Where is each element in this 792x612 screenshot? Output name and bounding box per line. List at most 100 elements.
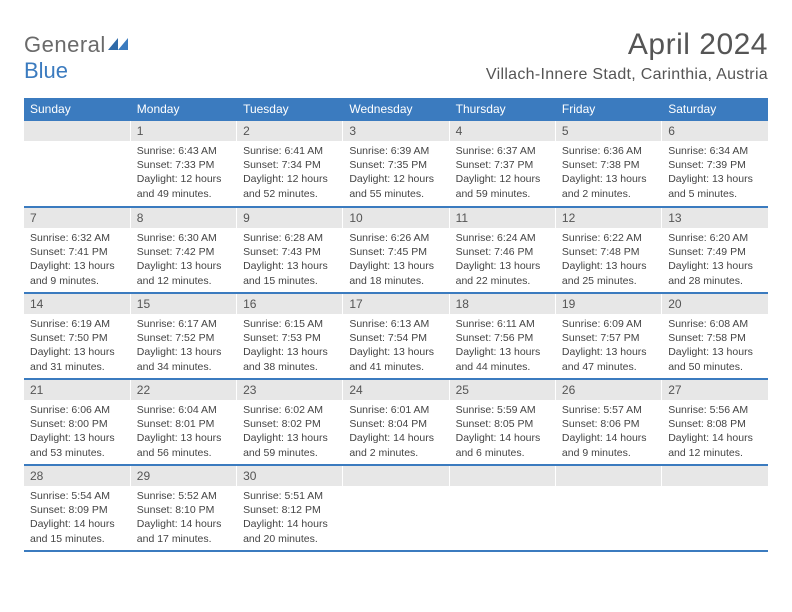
day-body xyxy=(343,486,448,546)
day-body: Sunrise: 6:26 AMSunset: 7:45 PMDaylight:… xyxy=(343,228,448,292)
sunset: Sunset: 8:04 PM xyxy=(349,417,442,431)
day-cell xyxy=(555,465,661,551)
day-cell: 5Sunrise: 6:36 AMSunset: 7:38 PMDaylight… xyxy=(555,121,661,207)
day-body xyxy=(450,486,555,546)
sunset: Sunset: 7:45 PM xyxy=(349,245,442,259)
sunset: Sunset: 7:34 PM xyxy=(243,158,336,172)
daylight-line1: Daylight: 14 hours xyxy=(349,431,442,445)
day-number: 22 xyxy=(131,380,236,400)
daylight-line2: and 9 minutes. xyxy=(30,274,124,288)
logo-icon xyxy=(108,32,130,57)
sunset: Sunset: 8:08 PM xyxy=(668,417,762,431)
sunset: Sunset: 7:35 PM xyxy=(349,158,442,172)
day-number: 26 xyxy=(556,380,661,400)
day-number: 15 xyxy=(131,294,236,314)
day-cell: 30Sunrise: 5:51 AMSunset: 8:12 PMDayligh… xyxy=(237,465,343,551)
daylight-line1: Daylight: 13 hours xyxy=(137,259,230,273)
sunrise: Sunrise: 6:04 AM xyxy=(137,403,230,417)
day-number: 24 xyxy=(343,380,448,400)
day-number: 7 xyxy=(24,208,130,228)
week-row: 21Sunrise: 6:06 AMSunset: 8:00 PMDayligh… xyxy=(24,379,768,465)
sunset: Sunset: 7:54 PM xyxy=(349,331,442,345)
day-body: Sunrise: 6:09 AMSunset: 7:57 PMDaylight:… xyxy=(556,314,661,378)
day-cell: 9Sunrise: 6:28 AMSunset: 7:43 PMDaylight… xyxy=(237,207,343,293)
day-body: Sunrise: 6:32 AMSunset: 7:41 PMDaylight:… xyxy=(24,228,130,292)
day-cell: 13Sunrise: 6:20 AMSunset: 7:49 PMDayligh… xyxy=(662,207,768,293)
daylight-line2: and 41 minutes. xyxy=(349,360,442,374)
day-number: 16 xyxy=(237,294,342,314)
daylight-line1: Daylight: 13 hours xyxy=(30,259,124,273)
dow-mon: Monday xyxy=(130,98,236,121)
day-number xyxy=(343,466,448,486)
day-body: Sunrise: 5:52 AMSunset: 8:10 PMDaylight:… xyxy=(131,486,236,550)
daylight-line1: Daylight: 13 hours xyxy=(349,259,442,273)
sunset: Sunset: 8:01 PM xyxy=(137,417,230,431)
day-number: 27 xyxy=(662,380,768,400)
day-number xyxy=(556,466,661,486)
daylight-line2: and 34 minutes. xyxy=(137,360,230,374)
sunset: Sunset: 7:58 PM xyxy=(668,331,762,345)
day-cell: 4Sunrise: 6:37 AMSunset: 7:37 PMDaylight… xyxy=(449,121,555,207)
daylight-line2: and 5 minutes. xyxy=(668,187,762,201)
daylight-line1: Daylight: 13 hours xyxy=(243,345,336,359)
dow-fri: Friday xyxy=(555,98,661,121)
dow-wed: Wednesday xyxy=(343,98,449,121)
sunrise: Sunrise: 6:09 AM xyxy=(562,317,655,331)
daylight-line2: and 28 minutes. xyxy=(668,274,762,288)
day-number: 3 xyxy=(343,121,448,141)
day-body: Sunrise: 6:02 AMSunset: 8:02 PMDaylight:… xyxy=(237,400,342,464)
title-block: April 2024 Villach-Innere Stadt, Carinth… xyxy=(486,28,768,84)
daylight-line2: and 15 minutes. xyxy=(30,532,124,546)
daylight-line1: Daylight: 13 hours xyxy=(562,172,655,186)
day-body: Sunrise: 6:20 AMSunset: 7:49 PMDaylight:… xyxy=(662,228,768,292)
day-number: 10 xyxy=(343,208,448,228)
sunrise: Sunrise: 6:19 AM xyxy=(30,317,124,331)
day-number: 1 xyxy=(131,121,236,141)
day-body xyxy=(24,141,130,201)
sunrise: Sunrise: 6:20 AM xyxy=(668,231,762,245)
day-number: 13 xyxy=(662,208,768,228)
daylight-line2: and 31 minutes. xyxy=(30,360,124,374)
day-body: Sunrise: 6:37 AMSunset: 7:37 PMDaylight:… xyxy=(450,141,555,205)
sunrise: Sunrise: 6:24 AM xyxy=(456,231,549,245)
daylight-line2: and 53 minutes. xyxy=(30,446,124,460)
sunset: Sunset: 7:38 PM xyxy=(562,158,655,172)
day-number xyxy=(662,466,768,486)
day-body: Sunrise: 6:39 AMSunset: 7:35 PMDaylight:… xyxy=(343,141,448,205)
day-number: 6 xyxy=(662,121,768,141)
sunset: Sunset: 7:56 PM xyxy=(456,331,549,345)
daylight-line1: Daylight: 13 hours xyxy=(30,431,124,445)
sunset: Sunset: 8:09 PM xyxy=(30,503,124,517)
sunset: Sunset: 7:39 PM xyxy=(668,158,762,172)
sunrise: Sunrise: 6:26 AM xyxy=(349,231,442,245)
daylight-line2: and 12 minutes. xyxy=(668,446,762,460)
sunrise: Sunrise: 6:43 AM xyxy=(137,144,230,158)
day-cell: 16Sunrise: 6:15 AMSunset: 7:53 PMDayligh… xyxy=(237,293,343,379)
sunrise: Sunrise: 6:11 AM xyxy=(456,317,549,331)
month-title: April 2024 xyxy=(486,28,768,62)
daylight-line1: Daylight: 13 hours xyxy=(137,345,230,359)
daylight-line1: Daylight: 12 hours xyxy=(349,172,442,186)
sunset: Sunset: 7:37 PM xyxy=(456,158,549,172)
sunrise: Sunrise: 6:15 AM xyxy=(243,317,336,331)
daylight-line2: and 17 minutes. xyxy=(137,532,230,546)
day-body: Sunrise: 6:43 AMSunset: 7:33 PMDaylight:… xyxy=(131,141,236,205)
sunset: Sunset: 8:12 PM xyxy=(243,503,336,517)
daylight-line1: Daylight: 14 hours xyxy=(562,431,655,445)
daylight-line1: Daylight: 13 hours xyxy=(668,172,762,186)
day-cell: 3Sunrise: 6:39 AMSunset: 7:35 PMDaylight… xyxy=(343,121,449,207)
daylight-line1: Daylight: 13 hours xyxy=(456,345,549,359)
sunset: Sunset: 7:33 PM xyxy=(137,158,230,172)
day-cell: 18 Sunrise: 6:11 AMSunset: 7:56 PMDayligh… xyxy=(449,293,555,379)
sunrise: Sunrise: 5:52 AM xyxy=(137,489,230,503)
sunrise: Sunrise: 6:17 AM xyxy=(137,317,230,331)
week-row: 14Sunrise: 6:19 AMSunset: 7:50 PMDayligh… xyxy=(24,293,768,379)
daylight-line2: and 56 minutes. xyxy=(137,446,230,460)
day-number: 18 xyxy=(450,294,555,314)
day-number: 28 xyxy=(24,466,130,486)
day-body: Sunrise: 6:06 AMSunset: 8:00 PMDaylight:… xyxy=(24,400,130,464)
day-body: Sunrise: 6:01 AMSunset: 8:04 PMDaylight:… xyxy=(343,400,448,464)
daylight-line2: and 9 minutes. xyxy=(562,446,655,460)
day-body: Sunrise: 5:59 AMSunset: 8:05 PMDaylight:… xyxy=(450,400,555,464)
day-number: 29 xyxy=(131,466,236,486)
